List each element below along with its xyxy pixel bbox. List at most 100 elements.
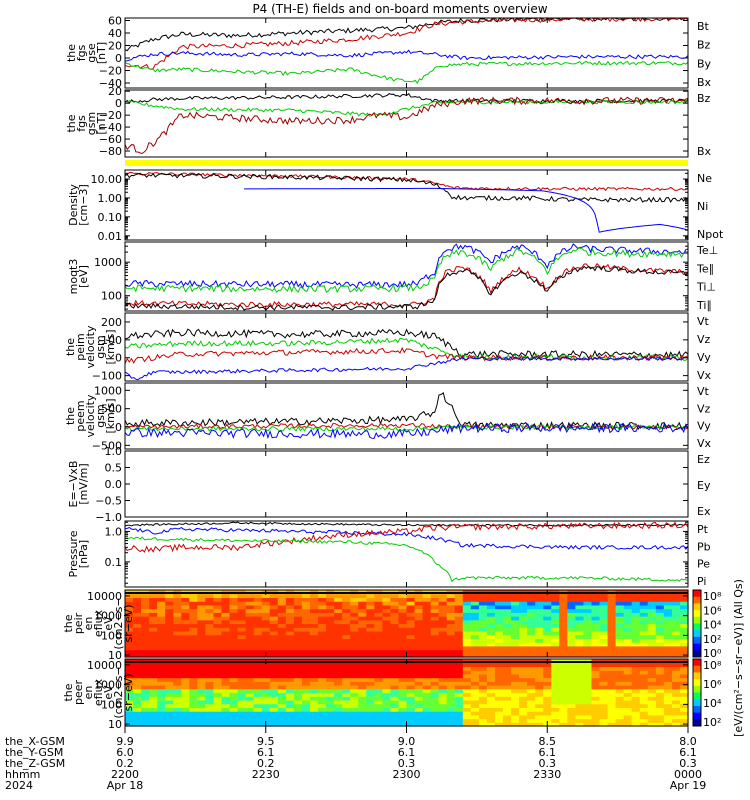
colorbar-segment [693,623,701,631]
spectrogram-cell [398,616,408,621]
spectrogram-cell [293,681,303,686]
spectrogram-cell [414,623,424,628]
spectrogram-cell [181,616,190,621]
spectrogram-cell [213,666,223,671]
spectrogram-cell [261,634,271,639]
spectrogram-cell [293,608,303,613]
spectrogram-cell [470,662,480,668]
spectrogram-cell [285,604,295,610]
spectrogram-cell [446,604,456,610]
y-label-line: fgs [75,44,88,61]
spectrogram-cell [398,630,408,636]
spectrogram-cell [583,604,593,610]
spectrogram-cell [551,612,560,617]
colorbar-segment [693,630,701,638]
spectrogram-cell [655,718,665,723]
spectrogram-cell [125,718,134,723]
spectrogram-cell [430,593,440,599]
spectrogram-cell [599,711,609,716]
spectrogram-cell [229,699,239,705]
spectrogram-cell [398,612,408,617]
spectrogram-cell [430,649,440,654]
spectrogram-cell [663,608,673,613]
spectrogram-cell [350,707,359,712]
spectrogram-cell [293,718,303,723]
spectrogram-cell [494,630,504,636]
spectrogram-cell [309,612,319,617]
spectrogram-cell [631,714,641,720]
spectrogram-cell [535,688,544,694]
spectrogram-cell [221,653,231,658]
spectrogram-cell [125,619,134,625]
spectrogram-cell [165,703,174,708]
spectrogram-cell [165,714,174,720]
y-label-line: gsm [94,404,107,427]
spectrogram-cell [374,707,383,712]
spectrogram-cell [511,653,520,658]
spectrogram-cell [607,604,617,610]
legend-label: Bz [697,39,711,52]
spectrogram-cell [486,685,496,690]
spectrogram-cell [318,696,327,701]
spectrogram-cell [350,662,359,668]
spectrogram-cell [494,619,504,625]
spectrogram-cell [221,593,231,599]
spectrogram-cell [301,601,311,606]
spectrogram-cell [551,722,560,727]
spectrogram-cell [205,714,215,720]
spectrogram-cell [133,597,142,602]
spectrogram-cell [157,616,166,621]
spectrogram-cell [149,703,158,708]
spectrogram-cell [141,653,150,658]
spectrogram-cell [189,604,198,610]
spectrogram-cell [157,619,166,625]
colorbar-segment [693,672,701,680]
spectrogram-cell [366,645,375,651]
colorbar-segment [693,719,701,727]
spectrogram-cell [197,692,207,697]
spectrogram-cell [350,642,359,647]
spectrogram-cell [326,711,335,716]
spectrogram-cell [430,604,440,610]
spectrogram-cell [591,601,601,606]
spectrogram-cell [486,634,496,639]
spectrogram-cell [350,696,359,701]
spectrogram-cell [543,703,552,708]
spectrogram-cell [583,692,593,697]
spectrogram-cell [334,692,343,697]
spectrogram-cell [221,666,231,671]
spectrogram-cell [567,612,576,617]
spectrogram-cell [511,597,520,602]
spectrogram-cell [671,692,681,697]
spectrogram-cell [631,593,641,599]
spectrogram-cell [615,722,625,727]
series-line-peim-velocity-2 [124,346,689,364]
spectrogram-cell [181,714,190,720]
spectrogram-cell [390,619,400,625]
spectrogram-cell [390,597,400,602]
spectrogram-cell [478,718,488,723]
spectrogram-cell [607,685,617,690]
spectrogram-cell [663,699,673,705]
spectrogram-cell [141,634,150,639]
spectrogram-cell [422,696,432,701]
spectrogram-cell [679,597,689,602]
spectrogram-cell [125,601,134,606]
spectrogram-cell [133,593,142,599]
spectrogram-cell [318,677,327,682]
spectrogram-cell [366,608,375,613]
spectrogram-cell [382,681,392,686]
legend-label: Ti∥ [696,299,712,312]
spectrogram-cell [599,696,609,701]
spectrogram-cell [535,673,544,679]
spectrogram-cell [189,703,198,708]
spectrogram-cell [535,630,544,636]
spectrogram-cell [671,619,681,625]
spectrogram-cell [639,685,649,690]
spectrogram-cell [165,666,174,671]
spectrogram-cell [671,627,681,632]
spectrogram-cell [293,711,303,716]
spectrogram-cell [253,670,263,675]
spectrogram-cell [615,685,625,690]
spectrogram-cell [390,604,400,610]
